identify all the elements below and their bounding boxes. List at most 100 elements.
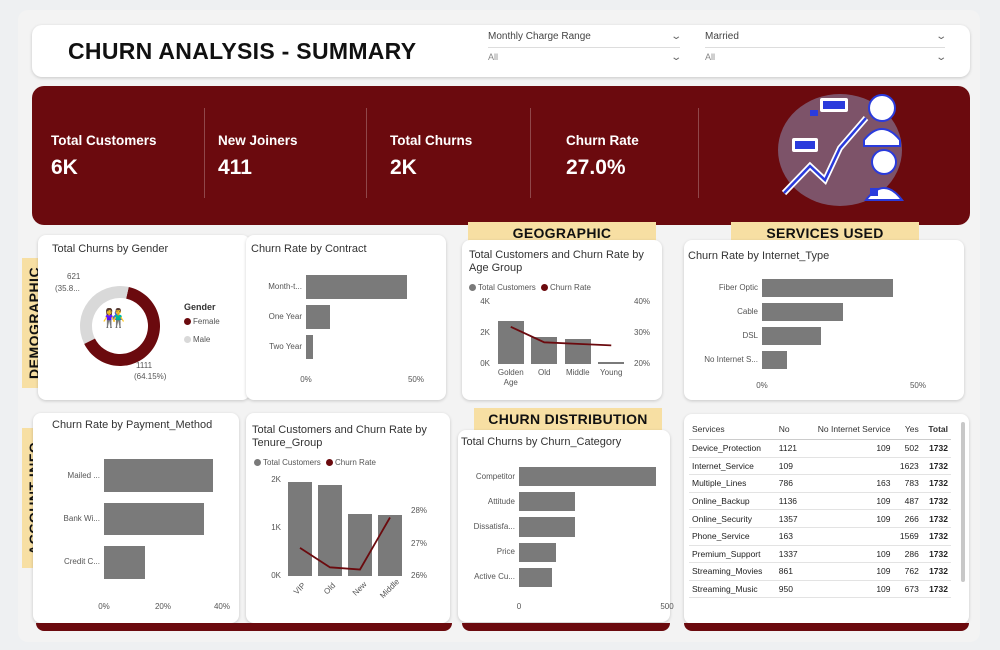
legend-marker	[326, 459, 334, 467]
x-tick-label: 40%	[213, 602, 230, 611]
chart-title: Total Churns by Gender	[52, 243, 169, 255]
bar[interactable]	[762, 279, 894, 297]
scrollbar[interactable]	[961, 422, 965, 582]
legend-item-male[interactable]: Male	[184, 335, 210, 344]
table-cell: 1732	[921, 474, 951, 493]
category-label: No Internet S...	[704, 355, 758, 364]
chart-card-contract	[246, 235, 446, 400]
y-tick-label-left: 1K	[271, 523, 281, 532]
bar[interactable]	[104, 459, 214, 493]
table-cell: 1732	[921, 527, 951, 546]
x-tick-label: 50%	[407, 375, 424, 384]
x-tick-label: Golden Age	[497, 368, 524, 387]
bar[interactable]	[378, 514, 402, 576]
table-header-cell[interactable]: No	[775, 420, 805, 440]
bar[interactable]	[531, 336, 558, 364]
bar[interactable]	[306, 305, 331, 329]
category-label: Competitor	[475, 471, 515, 481]
legend-title: Gender	[184, 302, 216, 312]
bar[interactable]	[306, 335, 313, 359]
bar[interactable]	[762, 327, 822, 345]
category-label: Credit C...	[63, 557, 100, 567]
data-label: 1111	[136, 361, 153, 370]
kpi-value: 411	[218, 156, 252, 179]
bar[interactable]	[519, 567, 553, 587]
table-cell: 502	[893, 439, 922, 458]
bar[interactable]	[598, 361, 625, 364]
table-row[interactable]: Device_Protection 1121 109 502 1732	[689, 439, 951, 458]
table-cell: 786	[775, 474, 805, 493]
bar[interactable]	[318, 484, 342, 576]
x-tick-label: 50%	[909, 381, 926, 390]
services-table: Services No No Internet Service Yes Total De…	[689, 420, 951, 599]
table-cell: 163	[804, 474, 894, 493]
table-row[interactable]: Online_Backup 1136 109 487 1732	[689, 492, 951, 511]
legend-label: Female	[193, 317, 220, 326]
bar[interactable]	[762, 351, 787, 369]
page-title: CHURN ANALYSIS - SUMMARY	[68, 38, 417, 64]
y-tick-label-right: 28%	[411, 506, 428, 515]
bar[interactable]	[288, 482, 312, 576]
data-label: (35.8...	[55, 284, 80, 293]
bar[interactable]	[497, 321, 524, 364]
donut-slice-female[interactable]	[84, 286, 160, 366]
bar[interactable]	[519, 467, 656, 487]
gender-donut[interactable]: ♟	[70, 276, 170, 376]
table-row[interactable]: Streaming_Music 950 109 673 1732	[689, 580, 951, 599]
table-cell: 1357	[775, 509, 805, 528]
table-cell: 109	[804, 580, 894, 599]
chart-title: Total Customers and Churn Rate by Age Gr…	[469, 249, 644, 274]
kpi-label: Churn Rate	[566, 133, 639, 148]
chevron-down-icon[interactable]: ⌄	[669, 31, 682, 42]
slicer-married[interactable]: Married ⌄ All ⌄	[705, 31, 947, 63]
table-cell: 109	[804, 509, 894, 528]
bar[interactable]	[104, 502, 205, 536]
y-tick-label-right: 20%	[634, 359, 651, 368]
section-label-services-used: SERVICES USED	[731, 222, 919, 244]
analytics-illustration	[778, 94, 905, 206]
table-cell: 950	[775, 580, 805, 599]
y-tick-label-left: 0K	[480, 359, 490, 368]
bar[interactable]	[348, 513, 372, 576]
x-tick-label: 0%	[98, 602, 110, 611]
table-row[interactable]: Internet_Service 109 1623 1732	[689, 457, 951, 476]
legend-item-female[interactable]: Female	[184, 317, 220, 326]
table-cell: Phone_Service	[689, 527, 776, 546]
table-header-cell[interactable]: No Internet Service	[804, 420, 894, 440]
bar[interactable]	[762, 303, 844, 321]
table-header-cell[interactable]: Yes	[893, 420, 922, 440]
divider	[530, 108, 531, 198]
chevron-down-icon[interactable]: ⌄	[934, 31, 947, 42]
x-tick-label: 0%	[756, 381, 768, 390]
kpi-label: New Joiners	[218, 133, 298, 148]
x-tick-label: Old	[538, 368, 551, 377]
chevron-down-icon[interactable]: ⌄	[934, 52, 947, 63]
donut-slice-male[interactable]	[80, 286, 129, 344]
table-row[interactable]: Premium_Support 1337 109 286 1732	[689, 545, 951, 564]
bar[interactable]	[519, 542, 556, 562]
table-header-cell[interactable]: Total	[921, 420, 951, 440]
category-label: Dissatisfa...	[473, 522, 515, 531]
table-row[interactable]: Online_Security 1357 109 266 1732	[689, 509, 951, 528]
bar[interactable]	[519, 492, 575, 512]
bar[interactable]	[564, 339, 591, 364]
header-card	[32, 25, 970, 77]
table-cell: 109	[804, 562, 894, 581]
chart-title: Churn Rate by Payment_Method	[52, 419, 213, 431]
section-label-geographic: GEOGRAPHIC	[468, 222, 656, 244]
table-cell: 109	[775, 457, 805, 476]
chevron-down-icon[interactable]: ⌄	[669, 52, 682, 63]
table-cell: Online_Security	[689, 509, 776, 528]
table-cell: 109	[804, 439, 894, 458]
legend-label: Churn Rate	[550, 283, 591, 292]
bar[interactable]	[104, 545, 146, 579]
bar[interactable]	[519, 517, 575, 537]
slicer-monthly-charge[interactable]: Monthly Charge Range ⌄ All ⌄	[488, 31, 682, 63]
table-header-cell[interactable]: Services	[689, 420, 776, 440]
table-row[interactable]: Multiple_Lines 786 163 783 1732	[689, 474, 951, 493]
table-row[interactable]: Phone_Service 163 1569 1732	[689, 527, 951, 546]
table-cell: Streaming_Music	[689, 580, 776, 599]
table-row[interactable]: Streaming_Movies 861 109 762 1732	[689, 562, 951, 581]
bar[interactable]	[306, 275, 408, 299]
people-icon: 👫	[102, 308, 126, 328]
